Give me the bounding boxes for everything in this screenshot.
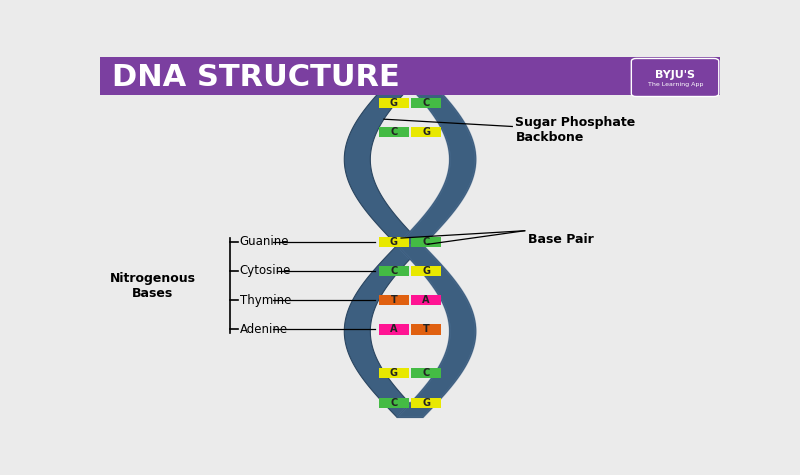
Text: Base Pair: Base Pair [528, 233, 594, 247]
FancyBboxPatch shape [411, 368, 441, 379]
FancyBboxPatch shape [411, 127, 441, 137]
Text: G: G [422, 127, 430, 137]
FancyBboxPatch shape [379, 266, 409, 276]
Text: The Learning App: The Learning App [648, 82, 703, 87]
Text: A: A [390, 324, 398, 334]
Text: Cytosine: Cytosine [239, 265, 291, 277]
Text: Guanine: Guanine [239, 235, 289, 248]
FancyBboxPatch shape [411, 398, 441, 408]
Text: C: C [422, 369, 430, 379]
FancyBboxPatch shape [379, 97, 409, 108]
FancyBboxPatch shape [379, 324, 409, 334]
Text: BYJU'S: BYJU'S [655, 69, 695, 79]
FancyBboxPatch shape [411, 295, 441, 305]
FancyBboxPatch shape [379, 127, 409, 137]
Text: C: C [422, 237, 430, 247]
FancyBboxPatch shape [411, 97, 441, 108]
Text: G: G [422, 266, 430, 276]
FancyBboxPatch shape [379, 295, 409, 305]
FancyBboxPatch shape [411, 237, 441, 247]
Text: DNA STRUCTURE: DNA STRUCTURE [112, 63, 400, 92]
Text: C: C [422, 98, 430, 108]
FancyBboxPatch shape [100, 57, 720, 95]
Polygon shape [344, 246, 423, 417]
FancyBboxPatch shape [379, 398, 409, 408]
Text: C: C [390, 127, 398, 137]
Text: G: G [422, 398, 430, 408]
Text: G: G [390, 237, 398, 247]
Text: T: T [422, 324, 430, 334]
Text: Thymine: Thymine [239, 294, 291, 307]
Text: G: G [390, 369, 398, 379]
FancyBboxPatch shape [379, 237, 409, 247]
Text: G: G [390, 98, 398, 108]
Text: C: C [390, 398, 398, 408]
Polygon shape [397, 246, 476, 417]
Text: A: A [422, 295, 430, 305]
FancyBboxPatch shape [631, 58, 718, 96]
FancyBboxPatch shape [411, 324, 441, 334]
Text: T: T [390, 295, 398, 305]
FancyBboxPatch shape [379, 368, 409, 379]
FancyBboxPatch shape [411, 266, 441, 276]
Text: Nitrogenous
Bases: Nitrogenous Bases [110, 272, 196, 300]
Text: Sugar Phosphate
Backbone: Sugar Phosphate Backbone [515, 116, 636, 144]
Polygon shape [397, 74, 476, 246]
Text: C: C [390, 266, 398, 276]
Polygon shape [344, 74, 423, 246]
Text: Adenine: Adenine [239, 323, 288, 336]
